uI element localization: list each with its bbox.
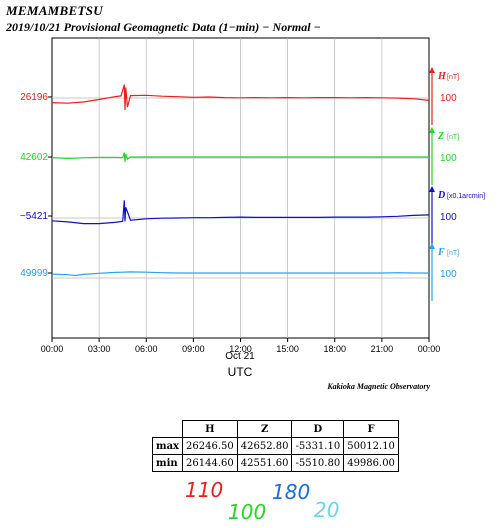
table-header-row: H Z D F [152, 420, 399, 438]
scale-unit-d: [x0.1arcmin] [447, 193, 485, 200]
scale-unit-z: [nT] [447, 134, 459, 141]
series-layer [51, 84, 430, 277]
table-header-d: D [291, 420, 345, 438]
scale-arrow-d [429, 186, 435, 192]
table-header-f: F [343, 420, 399, 438]
series-line-z [51, 152, 429, 162]
x-tick-label: 03:00 [88, 344, 111, 354]
left-label-d: −5421 [20, 211, 49, 222]
left-label-h: 26196 [20, 92, 48, 103]
x-tick-label: 00:00 [41, 344, 64, 354]
scale-arrow-z [429, 127, 435, 133]
series-line-h [51, 84, 430, 110]
handwritten-f-note: 20 [314, 498, 340, 522]
row-label-max: max [151, 437, 184, 455]
table-corner [152, 420, 184, 438]
date-label: Oct 21 [225, 351, 255, 362]
scale-letter-d: D [437, 190, 445, 201]
min-f: 49986.00 [343, 454, 399, 472]
scale-value-f: 100 [440, 269, 457, 280]
left-label-z: 42602 [20, 152, 48, 163]
series-line-d [51, 200, 430, 225]
left-label-f: 49999 [20, 268, 48, 279]
x-tick-label: 21:00 [371, 344, 394, 354]
chart-subtitle: 2019/10/21 Provisional Geomagnetic Data … [6, 20, 321, 34]
x-axis-label: UTC [228, 365, 253, 379]
scale-letter-h: H [437, 71, 447, 82]
scale-value-d: 100 [440, 212, 457, 223]
gridlines [52, 38, 429, 338]
max-d: -5331.10 [291, 437, 345, 455]
scale-letter-f: F [437, 247, 445, 258]
geomagnetic-chart: 00:00 03:00 06:00 09:00 12:00 15:00 18:00 21:00… [20, 37, 485, 391]
x-axis-ticks: 00:00 03:00 06:00 09:00 12:00 15:00 18:00 21:00… [41, 338, 441, 354]
scale-arrow-h [429, 67, 435, 73]
x-tick-label: 15:00 [276, 344, 299, 354]
scale-value-z: 100 [440, 153, 457, 164]
table-header-z: Z [236, 420, 293, 438]
max-h: 26246.50 [182, 437, 238, 455]
min-h: 26144.60 [182, 454, 238, 472]
table-row-min: min 26144.60 42551.60 -5510.80 49986.00 [151, 454, 399, 472]
x-tick-label: 00:00 [418, 344, 441, 354]
handwritten-z-note: 100 [228, 500, 267, 524]
scale-unit-h: [nT] [447, 74, 459, 81]
series-line-f [51, 271, 429, 277]
x-tick-label: 06:00 [135, 344, 158, 354]
credit-text: Kakioka Magnetic Observatory [326, 382, 430, 391]
table-row-max: max 26246.50 42652.80 -5331.10 50012.10 [151, 437, 399, 455]
max-f: 50012.10 [343, 437, 399, 455]
min-z: 42551.60 [236, 454, 293, 472]
x-tick-label: 18:00 [323, 344, 346, 354]
handwritten-h-note: 110 [185, 478, 224, 502]
handwritten-d-note: 180 [272, 480, 311, 504]
station-title: MEMAMBETSU [6, 3, 103, 18]
left-axis-labels: 26196 42602 −5421 49999 [20, 92, 52, 279]
scale-letter-z: Z [437, 131, 444, 142]
x-tick-label: 12:00 [229, 344, 252, 354]
table-header-h: H [182, 420, 238, 438]
max-z: 42652.80 [236, 437, 293, 455]
min-max-table: H Z D F max 26246.50 42652.80 -5331.10 5… [151, 420, 399, 472]
scale-unit-f: [nT] [447, 250, 459, 257]
row-label-min: min [151, 454, 184, 472]
scale-arrow-f [429, 243, 435, 249]
min-d: -5510.80 [291, 454, 345, 472]
scale-value-h: 100 [440, 93, 457, 104]
x-tick-label: 09:00 [182, 344, 205, 354]
